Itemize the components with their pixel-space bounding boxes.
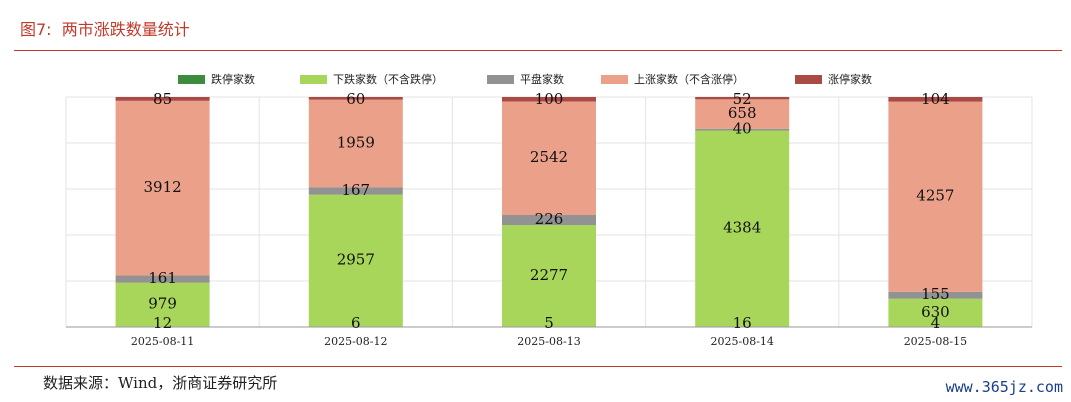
figure-title-text: 两市涨跌数量统计 <box>61 20 190 39</box>
data-label: 2957 <box>337 251 375 269</box>
bar-segment <box>115 97 210 101</box>
legend-swatch <box>795 75 822 84</box>
data-label: 85 <box>153 90 172 108</box>
bar-segment <box>695 97 790 100</box>
data-label: 1959 <box>337 133 375 151</box>
bar-segment <box>502 214 596 226</box>
legend-label: 下跌家数（不含跌停） <box>333 72 443 86</box>
data-label: 40 <box>733 120 752 138</box>
bar-segment <box>115 100 210 276</box>
bar-segment <box>695 128 790 131</box>
legend-swatch <box>178 75 205 84</box>
bar-segment <box>308 97 403 100</box>
x-tick-label: 2025-08-14 <box>710 335 773 348</box>
legend-label: 上涨家数（不含涨停） <box>634 72 744 86</box>
data-label: 4384 <box>723 218 761 236</box>
data-label: 52 <box>733 90 752 108</box>
legend-swatch <box>300 75 327 84</box>
x-tick-label: 2025-08-13 <box>517 335 580 348</box>
legend-label: 平盘家数 <box>520 72 564 86</box>
data-label: 630 <box>921 303 950 321</box>
bar-segment <box>888 298 983 327</box>
data-label: 3912 <box>144 178 182 196</box>
bar-segment <box>308 99 403 188</box>
bar-segment <box>502 97 596 102</box>
data-label: 100 <box>535 90 564 108</box>
top-rule <box>14 50 1062 51</box>
data-label: 4 <box>931 314 941 332</box>
bar-segment <box>695 99 790 129</box>
x-tick-label: 2025-08-11 <box>131 335 194 348</box>
watermark: www.365jz.com <box>945 378 1063 396</box>
bottom-rule <box>14 366 1062 367</box>
data-label: 658 <box>728 104 757 122</box>
data-label: 167 <box>341 181 370 199</box>
data-label: 161 <box>148 269 177 287</box>
x-tick-label: 2025-08-12 <box>324 335 387 348</box>
data-label: 2277 <box>530 266 568 284</box>
legend-label: 跌停家数 <box>211 72 255 86</box>
data-label: 4257 <box>916 187 954 205</box>
bar-segment <box>308 187 403 195</box>
data-label: 5 <box>544 314 554 332</box>
data-label: 16 <box>733 314 752 332</box>
bar-segment <box>695 130 790 327</box>
legend-label: 涨停家数 <box>828 72 872 86</box>
bar-segment <box>308 194 403 327</box>
x-tick-label: 2025-08-15 <box>904 335 967 348</box>
bar-segment <box>888 291 983 299</box>
bar-segment <box>888 97 983 102</box>
data-label: 60 <box>346 90 365 108</box>
bar-segment <box>888 101 983 292</box>
bar-segment <box>502 101 596 215</box>
bar-segment <box>502 225 596 327</box>
bar-segment <box>115 275 210 283</box>
source-note: 数据来源：Wind，浙商证券研究所 <box>43 374 278 392</box>
legend-swatch <box>487 75 514 84</box>
data-label: 2542 <box>530 148 568 166</box>
data-label: 979 <box>148 295 177 313</box>
bar-segment <box>115 282 210 327</box>
data-label: 6 <box>351 314 361 332</box>
data-label: 155 <box>921 285 950 303</box>
figure-label: 图7: <box>20 20 52 39</box>
data-label: 104 <box>921 90 950 108</box>
figure-title: 图7: 两市涨跌数量统计 <box>20 16 190 40</box>
data-label: 12 <box>153 314 172 332</box>
legend-swatch <box>601 75 628 84</box>
data-label: 226 <box>535 210 564 228</box>
